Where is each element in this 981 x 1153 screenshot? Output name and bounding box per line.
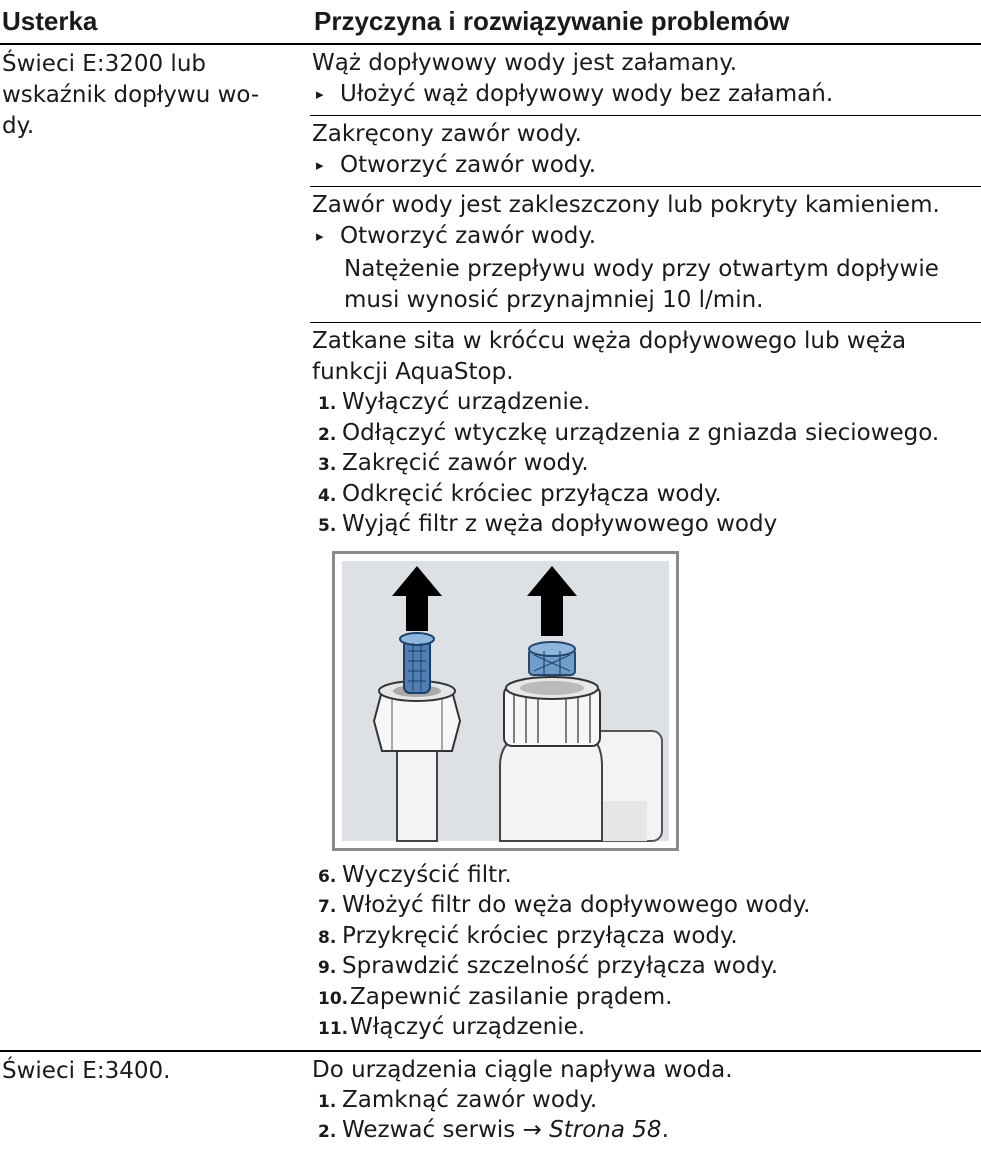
cause-block: Zatkane sita w króćcu węża dopływowego l… xyxy=(310,322,981,1050)
step-number: 6. xyxy=(318,866,337,887)
cause-text: Do urządzenia ciągle napływa woda. xyxy=(312,1056,733,1083)
step-number: 5. xyxy=(318,516,337,536)
action: Otworzyć zawór wody. xyxy=(312,221,981,251)
step-text: Włożyć filtr do węża dopływowego wody. xyxy=(342,892,811,918)
cause-block: Zawór wody jest zakleszczony lub pokryty… xyxy=(310,186,981,322)
fault-text: wskaźnik dopływu wo- xyxy=(2,82,260,108)
step-text: Zakręcić zawór wody. xyxy=(342,450,589,476)
step: 8. Przykręcić króciec przyłącza wody. xyxy=(312,922,981,953)
step-text: Zamknąć zawór wody. xyxy=(342,1086,598,1113)
step-text: Wezwać serwis → xyxy=(342,1117,542,1143)
step-number: 8. xyxy=(318,927,337,948)
filter-illustration xyxy=(332,550,679,851)
note-text: musi wynosić przynajmniej 10 l/min. xyxy=(344,287,764,313)
step-text: Przykręcić króciec przyłącza wody. xyxy=(342,922,738,949)
step-number: 1. xyxy=(318,394,337,414)
table-row: Świeci E:3200 lub wskaźnik dopływu wo-dy.… xyxy=(0,45,981,1052)
step-text: Włączyć urządzenie. xyxy=(350,1014,586,1040)
cause-block: Zakręcony zawór wody. Otworzyć zawór wody… xyxy=(310,115,981,186)
table-header: Usterka Przyczyna i rozwiązywanie proble… xyxy=(0,0,981,45)
step-text: Odkręcić króciec przyłącza wody. xyxy=(342,480,722,507)
cause-text: funkcji AquaStop. xyxy=(312,359,514,385)
step: 2. Odłączyć wtyczkę urządzenia z gniazda … xyxy=(312,419,981,450)
step-text: Zapewnić zasilanie prądem. xyxy=(350,983,673,1010)
step-number: 7. xyxy=(318,897,337,917)
step: 7. Włożyć filtr do węża dopływowego wody. xyxy=(312,891,981,922)
page-link: Strona 58 xyxy=(549,1117,662,1143)
cause-text: Zakręcony zawór wody. xyxy=(312,121,582,147)
step-number: 10. xyxy=(318,988,349,1009)
step: 4. Odkręcić króciec przyłącza wody. xyxy=(312,480,981,511)
step-text: Wyłączyć urządzenie. xyxy=(342,389,591,415)
table-row: Świeci E:3400. Do urządzenia ciągle napły… xyxy=(0,1052,981,1153)
action: Otworzyć zawór wody. xyxy=(312,150,981,180)
cause-block: Do urządzenia ciągle napływa woda. 1. Zamk… xyxy=(310,1052,981,1153)
fault-cell: Świeci E:3400. xyxy=(0,1052,310,1153)
cause-text: Zatkane sita w króćcu węża dopływowego l… xyxy=(312,328,907,354)
step: 1. Zamknąć zawór wody. xyxy=(312,1086,981,1117)
step-number: 3. xyxy=(318,455,337,475)
step: 11.Włączyć urządzenie. xyxy=(312,1013,981,1044)
step-number: 2. xyxy=(318,1122,337,1142)
fault-cell: Świeci E:3200 lub wskaźnik dopływu wo-dy. xyxy=(0,45,310,1050)
note-text: Natężenie przepływu wody przy otwartym d… xyxy=(344,256,939,282)
step-suffix: . xyxy=(661,1117,669,1143)
header-cell: Przyczyna i rozwiązywanie problemów xyxy=(314,6,790,36)
step: 9. Sprawdzić szczelność przyłącza wody. xyxy=(312,952,981,983)
step-text: Odłączyć wtyczkę urządzenia z gniazda si… xyxy=(342,419,940,446)
header-cell: Usterka xyxy=(2,6,98,36)
fault-text: Świeci E:3400. xyxy=(2,1057,171,1084)
step-number: 4. xyxy=(318,485,337,506)
step-text: Sprawdzić szczelność przyłącza wody. xyxy=(342,953,779,979)
action: Ułożyć wąż dopływowy wody bez załamań. xyxy=(312,79,981,109)
step-number: 2. xyxy=(318,424,337,445)
fault-text: dy. xyxy=(2,113,35,139)
step: 1. Wyłączyć urządzenie. xyxy=(312,388,981,419)
step-number: 1. xyxy=(318,1091,337,1112)
step: 5. Wyjąć filtr z węża dopływowego wody xyxy=(312,510,981,541)
note: Natężenie przepływu wody przy otwartym d… xyxy=(312,254,981,316)
step: 6. Wyczyścić filtr. xyxy=(312,861,981,892)
step: 2. Wezwać serwis → Strona 58. xyxy=(312,1116,981,1147)
step-number: 9. xyxy=(318,958,337,978)
table-body: Świeci E:3200 lub wskaźnik dopływu wo-dy.… xyxy=(0,45,981,1153)
step-text: Wyjąć filtr z węża dopływowego wody xyxy=(342,511,778,537)
step-number: 11. xyxy=(318,1019,349,1039)
step: 3. Zakręcić zawór wody. xyxy=(312,449,981,480)
cause-block: Wąż dopływowy wody jest załamany. Ułożyć … xyxy=(310,45,981,115)
causes-cell: Do urządzenia ciągle napływa woda. 1. Zamk… xyxy=(310,1052,981,1153)
cause-text: Zawór wody jest zakleszczony lub pokryty… xyxy=(312,192,940,218)
step-text: Wyczyścić filtr. xyxy=(342,861,512,888)
cause-text: Wąż dopływowy wody jest załamany. xyxy=(312,50,738,76)
fault-text: Świeci E:3200 lub xyxy=(2,51,206,77)
step: 10.Zapewnić zasilanie prądem. xyxy=(312,983,981,1014)
causes-cell: Wąż dopływowy wody jest załamany. Ułożyć … xyxy=(310,45,981,1050)
